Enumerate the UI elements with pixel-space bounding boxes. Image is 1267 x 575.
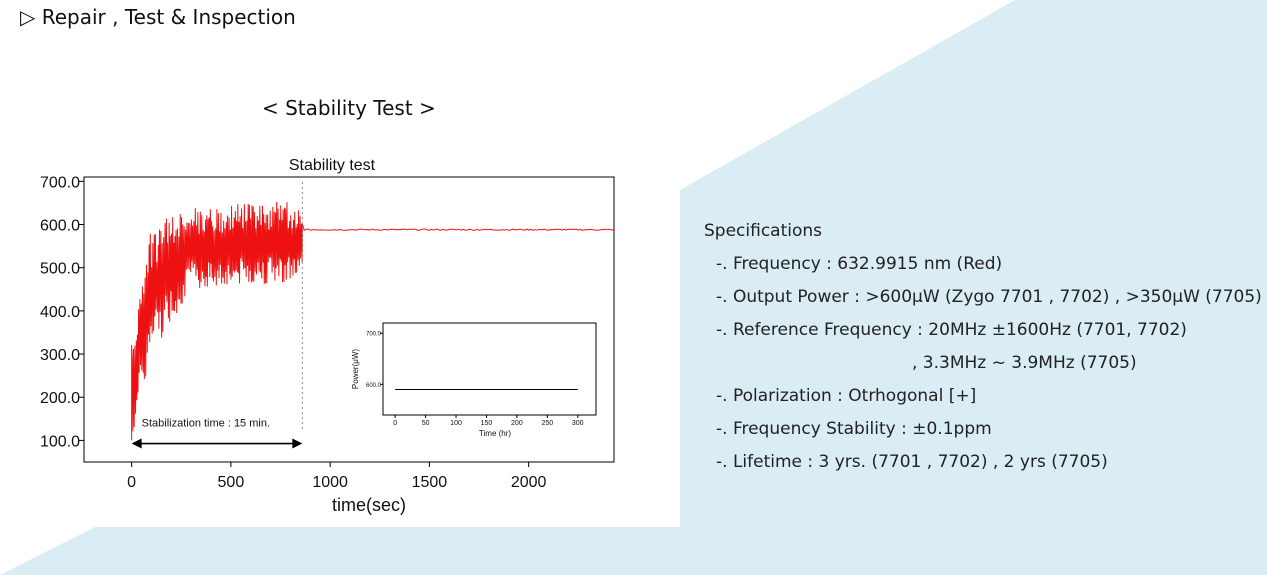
spec-line-frequency: -. Frequency : 632.9915 nm (Red) [716,254,1003,274]
arrow-head-right [292,438,303,449]
inset-x-axis-label: Time (hr) [479,429,511,438]
section-heading: ▷ Repair , Test & Inspection [20,5,296,29]
inset-frame [382,322,597,416]
background-band-right [680,0,1267,575]
spec-line-reference-frequency: -. Reference Frequency : 20MHz ±1600Hz (… [716,320,1187,340]
y-tick-label: 200.0 [40,390,80,407]
inset-x-tick-label: 250 [541,420,553,427]
x-tick-label: 1500 [412,474,448,491]
specifications-panel: Specifications -. Frequency : 632.9915 n… [704,219,1262,483]
spec-line-frequency-stability: -. Frequency Stability : ±0.1ppm [716,419,992,439]
y-tick-label: 300.0 [40,347,80,364]
x-tick-label: 500 [218,474,245,491]
background-band-bottom [0,527,680,575]
y-tick-label: 100.0 [40,433,80,450]
inset-x-tick-label: 50 [422,420,430,427]
x-axis-label: time(sec) [332,495,406,515]
inset-y-tick-label: 700.0 [366,332,382,338]
x-tick-label: 0 [127,474,136,491]
inset-y-axis-label: Power(μW) [351,349,360,390]
stabilization-label: Stabilization time : 15 min. [142,418,270,430]
y-tick-label: 400.0 [40,304,80,321]
inset-x-tick-label: 300 [572,420,584,427]
inset-x-tick-label: 0 [393,420,397,427]
inset-x-tick-label: 100 [450,420,462,427]
chart-title: Stability test [289,157,376,174]
plot-frame [83,176,615,463]
chart-caption: < Stability Test > [262,96,436,120]
spec-line-lifetime: -. Lifetime : 3 yrs. (7701 , 7702) , 2 y… [716,452,1108,472]
specifications-title: Specifications [704,221,823,241]
x-tick-label: 2000 [511,474,547,491]
inset-y-tick-label: 600.0 [366,383,382,389]
y-tick-label: 600.0 [40,218,80,235]
inset-x-tick-label: 150 [481,420,493,427]
stability-chart: Stability test 100.0 200.0 300.0 400.0 500.0… [40,157,615,515]
spec-line-polarization: -. Polarization : Otrhogonal [+] [716,386,977,406]
arrow-head-left [131,438,142,449]
y-tick-label: 700.0 [40,174,80,191]
y-tick-label: 500.0 [40,261,80,278]
spec-line-reference-frequency-cont: , 3.3MHz ~ 3.9MHz (7705) [912,353,1137,373]
series-line [131,201,615,441]
inset-x-tick-label: 200 [511,420,523,427]
spec-line-output-power: -. Output Power : >600μW (Zygo 7701 , 77… [716,287,1262,307]
x-tick-label: 1000 [312,474,348,491]
